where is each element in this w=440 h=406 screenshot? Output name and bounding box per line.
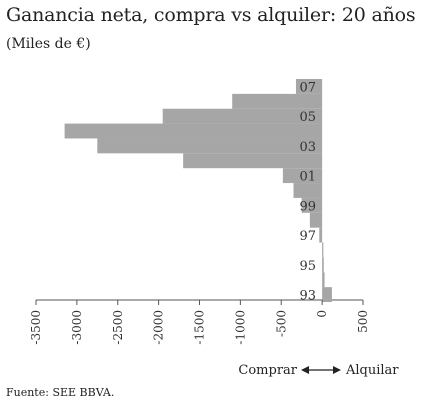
x-tick-label: 500	[356, 310, 370, 333]
y-tick-label: 07	[299, 80, 316, 95]
x-tick-label: -3000	[70, 310, 84, 345]
y-tick-label: 97	[299, 229, 316, 244]
bar-96	[322, 242, 324, 258]
y-tick-label: 93	[299, 289, 316, 304]
x-tick-label: -2500	[111, 310, 125, 345]
bar-07	[295, 79, 323, 94]
x-tick-label: 0	[315, 310, 329, 318]
bar-98	[309, 212, 323, 228]
bar-93	[322, 287, 332, 302]
legend-alquilar: Alquilar	[345, 363, 399, 378]
bar-99	[301, 197, 323, 213]
x-tick-label: -500	[274, 310, 288, 337]
bar-01	[282, 168, 323, 184]
y-tick-label: 03	[299, 140, 316, 155]
bar-05	[162, 108, 323, 124]
bar-94	[322, 272, 325, 288]
chart-subtitle: (Miles de €)	[6, 36, 91, 52]
bar-97	[319, 227, 323, 243]
x-tick-label: -1500	[193, 310, 207, 345]
y-tick-label: 99	[299, 199, 316, 214]
x-tick-label: -1000	[233, 310, 247, 345]
bar-00	[293, 183, 323, 198]
y-tick-label: 05	[299, 110, 316, 125]
bar-04	[64, 123, 323, 139]
legend: Comprar Alquilar	[238, 363, 399, 378]
bar-02	[183, 153, 323, 169]
bar-95	[322, 257, 324, 273]
legend-arrow-right-icon	[333, 366, 341, 374]
y-tick-label: 95	[299, 259, 316, 274]
x-tick-label: -2000	[152, 310, 166, 345]
legend-arrow-left-icon	[301, 366, 309, 374]
chart-title: Ganancia neta, compra vs alquiler: 20 añ…	[6, 4, 416, 26]
bar-03	[97, 138, 323, 154]
source-note: Fuente: SEE BBVA.	[6, 386, 115, 399]
y-tick-label: 01	[299, 170, 316, 185]
x-tick-label: -3500	[29, 310, 43, 345]
bar-06	[232, 93, 323, 109]
legend-comprar: Comprar	[238, 363, 297, 378]
